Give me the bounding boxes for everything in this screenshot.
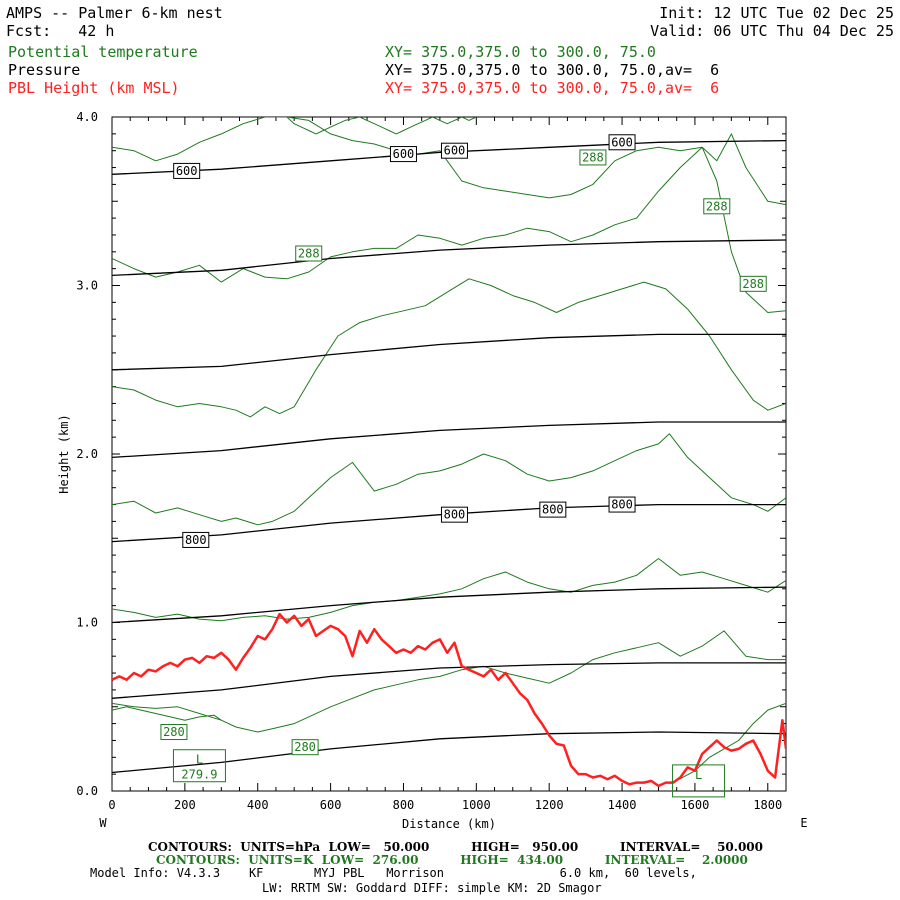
pressure-contour-label: 600 [444,144,466,158]
theta-contour-label-box [703,198,731,215]
x-tick-label: 0 [108,798,115,812]
x-tick-label: 600 [320,798,342,812]
theta-contour-label: 280 [163,725,185,739]
low-marker-label: L [196,753,203,767]
pressure-contour-line [112,239,786,277]
theta-contour-label: 288 [742,277,764,291]
x-end-label-east: E [800,816,807,830]
init-time: Init: 12 UTC Tue 02 Dec 25 [659,4,894,22]
x-end-label-west: W [99,816,107,830]
legend-pbl-name: PBL Height (km MSL) [8,79,180,97]
theta-contour-line [112,433,786,526]
pressure-contour-line [112,662,786,699]
pressure-contour-line [112,421,786,459]
forecast-hour: Fcst: 42 h [6,22,115,40]
theta-contour-label: 288 [298,246,320,260]
theta-contour-label-box [739,275,767,292]
x-tick-label: 1400 [608,798,637,812]
x-tick-label: 1000 [462,798,491,812]
pressure-contour-label-box [608,134,636,151]
x-tick-label: 800 [393,798,415,812]
low-marker-label: L [695,768,702,782]
theta-contour-label: 288 [582,150,604,164]
low-marker-box [672,764,726,798]
pressure-contour-label: 600 [176,164,198,178]
legend-pressure-xy: XY= 375.0,375.0 to 300.0, 75.0,av= 6 [385,61,720,79]
pressure-contour-line [112,139,786,175]
pressure-contour-label-box [608,496,636,513]
footer-theta-contours: CONTOURS: UNITS=K LOW= 276.00 HIGH= 434.… [156,853,748,867]
pressure-contour-label: 600 [393,147,415,161]
y-tick-label: 1.0 [76,616,98,630]
pressure-contour-line [112,586,786,624]
pressure-contour-line [112,731,786,774]
y-tick-label: 3.0 [76,279,98,293]
pressure-contour-label: 800 [444,508,466,522]
pressure-contour-label-box [389,146,417,163]
plot-area [112,117,786,788]
x-tick-label: 1800 [753,798,782,812]
pressure-contour-label: 800 [611,498,633,512]
legend-theta-name: Potential temperature [8,43,198,61]
x-tick-label: 200 [174,798,196,812]
theta-contour-line [112,278,786,418]
theta-contour-line [286,117,477,135]
theta-contour-label: 288 [706,199,728,213]
valid-time: Valid: 06 UTC Thu 04 Dec 25 [650,22,894,40]
pressure-contour-label-box [173,162,201,179]
theta-contour-label-box [291,739,319,756]
y-tick-label: 4.0 [76,110,98,124]
theta-contour-line [112,706,222,721]
low-marker-value: 279.9 [181,768,217,782]
x-axis-title: Distance (km) [402,817,496,831]
theta-contour-line [112,146,786,313]
theta-contour-label: 280 [294,740,316,754]
legend-theta-xy: XY= 375.0,375.0 to 300.0, 75.0 [385,43,656,61]
pressure-contour-label-box [440,506,468,523]
y-axis-title: Height (km) [57,414,71,493]
theta-contour-label-box [579,149,607,166]
pressure-contour-label-box [539,501,567,518]
theta-contour-label-box [295,245,323,262]
pressure-contour-label: 800 [185,533,207,547]
theta-contour-line [112,630,786,733]
pressure-contour-label-box [182,531,210,548]
pressure-contour-label: 800 [542,503,564,517]
x-tick-label: 1600 [680,798,709,812]
low-marker-box [172,749,226,783]
theta-contour-line [672,702,786,784]
pbl-height-line [112,612,786,788]
theta-contour-line [112,117,786,206]
pressure-contour-line [112,503,786,543]
pressure-contour-label: 600 [611,135,633,149]
y-tick-label: 2.0 [76,447,98,461]
x-tick-label: 1200 [535,798,564,812]
pressure-contour-line [112,333,786,371]
legend-pressure-name: Pressure [8,61,81,79]
legend-pbl-xy: XY= 375.0,375.0 to 300.0, 75.0,av= 6 [385,79,720,97]
chart-title: AMPS -- Palmer 6-km nest [6,4,223,22]
footer-model-info: Model Info: V4.3.3 KF MYJ PBL Morrison 6… [90,866,697,880]
x-tick-label: 400 [247,798,269,812]
footer-physics-info: LW: RRTM SW: Goddard DIFF: simple KM: 2D… [262,881,602,895]
theta-contour-line [112,558,786,622]
theta-contour-label-box [160,724,188,741]
footer-pressure-contours: CONTOURS: UNITS=hPa LOW= 50.000 HIGH= 95… [148,840,764,854]
y-tick-label: 0.0 [76,784,98,798]
pressure-contour-label-box [440,142,468,159]
